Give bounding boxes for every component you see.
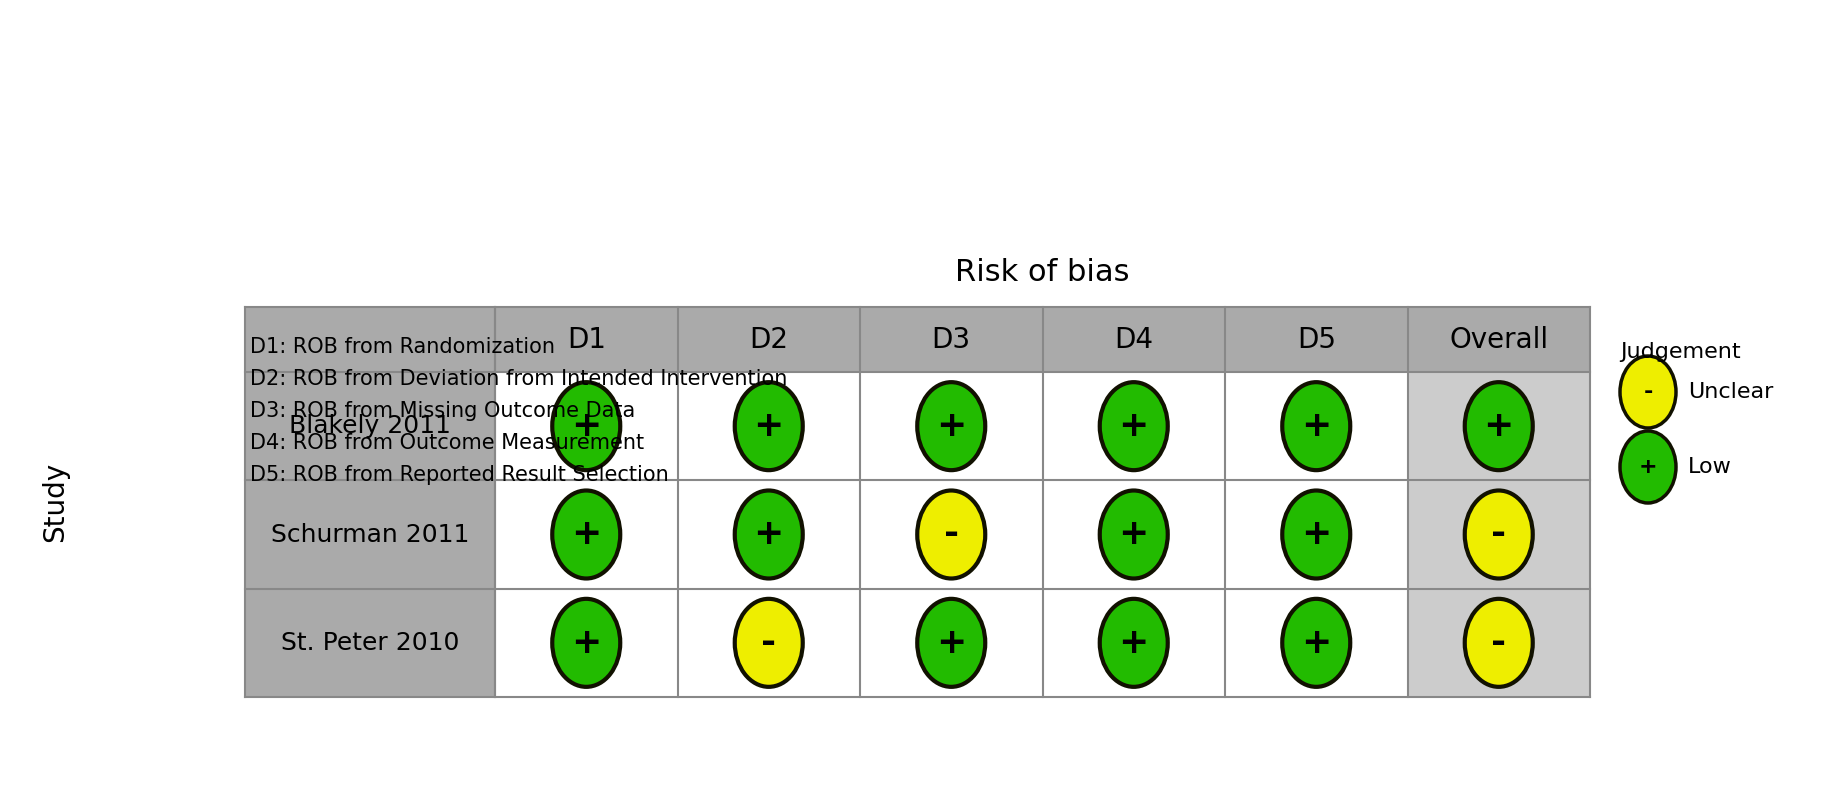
Text: D1: D1	[567, 325, 606, 354]
Bar	[1042, 372, 1226, 481]
Bar	[1407, 481, 1589, 589]
Ellipse shape	[1464, 383, 1532, 470]
Text: +: +	[1119, 626, 1149, 660]
Text: D4: ROB from Outcome Measurement: D4: ROB from Outcome Measurement	[250, 433, 644, 453]
Bar	[246, 481, 495, 589]
Ellipse shape	[1283, 490, 1351, 579]
Text: D2: D2	[749, 325, 789, 354]
Bar	[246, 589, 495, 697]
Bar	[495, 372, 677, 481]
Text: Blakely 2011: Blakely 2011	[290, 414, 451, 438]
Ellipse shape	[552, 490, 620, 579]
Text: +: +	[1119, 517, 1149, 552]
Text: Study: Study	[40, 462, 70, 542]
Ellipse shape	[1099, 383, 1167, 470]
Text: D5: D5	[1297, 325, 1336, 354]
Bar	[495, 589, 677, 697]
Text: Low: Low	[1688, 457, 1732, 477]
Text: D1: ROB from Randomization: D1: ROB from Randomization	[250, 337, 554, 357]
Ellipse shape	[918, 383, 985, 470]
Text: Risk of bias: Risk of bias	[956, 258, 1130, 287]
Bar	[246, 372, 495, 481]
Text: +: +	[754, 517, 784, 552]
Ellipse shape	[552, 599, 620, 687]
Ellipse shape	[734, 599, 802, 687]
Ellipse shape	[1283, 383, 1351, 470]
Bar	[1042, 481, 1226, 589]
Ellipse shape	[1099, 490, 1167, 579]
Ellipse shape	[1464, 490, 1532, 579]
Text: D5: ROB from Reported Result Selection: D5: ROB from Reported Result Selection	[250, 465, 668, 485]
Text: +: +	[1639, 457, 1657, 477]
Ellipse shape	[552, 383, 620, 470]
Text: Schurman 2011: Schurman 2011	[272, 523, 470, 547]
Text: -: -	[1492, 517, 1507, 552]
Text: +: +	[1301, 626, 1332, 660]
Bar	[495, 481, 677, 589]
Ellipse shape	[1620, 431, 1675, 503]
Bar	[861, 589, 1042, 697]
Text: +: +	[754, 409, 784, 443]
Text: +: +	[936, 409, 967, 443]
Text: St. Peter 2010: St. Peter 2010	[281, 631, 459, 655]
Text: +: +	[1301, 517, 1332, 552]
Bar	[246, 307, 1589, 372]
Bar	[1226, 481, 1407, 589]
Ellipse shape	[734, 490, 802, 579]
Bar	[1407, 589, 1589, 697]
Ellipse shape	[918, 599, 985, 687]
Text: +: +	[1483, 409, 1514, 443]
Text: D4: D4	[1114, 325, 1152, 354]
Ellipse shape	[1464, 599, 1532, 687]
Text: +: +	[1301, 409, 1332, 443]
Text: +: +	[571, 409, 602, 443]
Ellipse shape	[918, 490, 985, 579]
Text: -: -	[943, 517, 960, 552]
Bar	[1226, 589, 1407, 697]
Text: +: +	[571, 517, 602, 552]
Text: D2: ROB from Deviation from Intended Intervention: D2: ROB from Deviation from Intended Int…	[250, 369, 787, 389]
Ellipse shape	[1099, 599, 1167, 687]
Text: +: +	[1119, 409, 1149, 443]
Bar	[861, 372, 1042, 481]
Text: Overall: Overall	[1450, 325, 1549, 354]
Text: +: +	[571, 626, 602, 660]
Text: Unclear: Unclear	[1688, 382, 1773, 402]
Bar	[1226, 372, 1407, 481]
Bar	[1042, 589, 1226, 697]
Ellipse shape	[1620, 356, 1675, 428]
Bar	[677, 372, 861, 481]
Text: Judgement: Judgement	[1620, 342, 1741, 362]
Bar	[861, 481, 1042, 589]
Ellipse shape	[1283, 599, 1351, 687]
Bar	[677, 589, 861, 697]
Bar	[1407, 372, 1589, 481]
Bar	[677, 481, 861, 589]
Ellipse shape	[734, 383, 802, 470]
Text: D3: D3	[932, 325, 971, 354]
Text: -: -	[762, 626, 776, 660]
Text: +: +	[936, 626, 967, 660]
Text: -: -	[1492, 626, 1507, 660]
Text: D3: ROB from Missing Outcome Data: D3: ROB from Missing Outcome Data	[250, 401, 635, 421]
Text: -: -	[1644, 382, 1653, 402]
